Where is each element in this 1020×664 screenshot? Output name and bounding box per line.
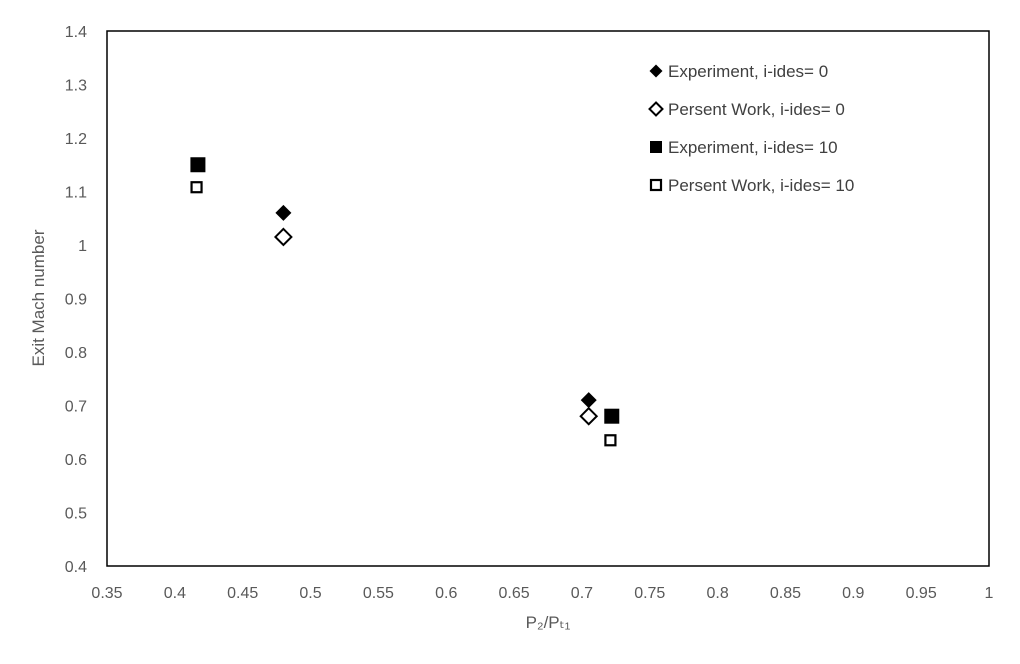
x-tick-label: 0.45: [227, 585, 258, 602]
y-tick-label: 1.4: [65, 24, 87, 41]
legend-marker: [648, 101, 664, 117]
y-tick-label: 0.8: [65, 345, 87, 362]
x-tick-label: 0.4: [164, 585, 186, 602]
data-point: [190, 181, 203, 194]
plot-area-frame: [106, 30, 990, 567]
y-axis-label: Exit Mach number: [29, 229, 48, 366]
y-tick-label: 1.3: [65, 78, 87, 95]
y-tick-label: 1.1: [65, 185, 87, 202]
x-tick-label: 0.8: [706, 585, 728, 602]
y-tick-label: 0.6: [65, 452, 87, 469]
x-tick-label: 0.75: [634, 585, 665, 602]
data-point: [580, 392, 597, 409]
legend: Experiment, i-ides= 0 Persent Work, i-ide…: [648, 62, 854, 195]
legend-label: Persent Work, i-ides= 10: [668, 176, 854, 195]
legend-marker: [649, 178, 663, 192]
data-point: [604, 408, 620, 424]
y-tick-label: 1: [78, 238, 87, 255]
y-tick-label: 0.4: [65, 559, 87, 576]
x-tick-label: 0.95: [906, 585, 937, 602]
y-tick-label: 0.7: [65, 399, 87, 416]
x-tick-label: 0.9: [842, 585, 864, 602]
data-point: [190, 157, 206, 173]
x-tick-label: 0.55: [363, 585, 394, 602]
x-tick-label: 0.35: [91, 585, 122, 602]
y-tick-label: 1.2: [65, 131, 87, 148]
x-tick-label: 0.6: [435, 585, 457, 602]
x-tick-label: 0.5: [299, 585, 321, 602]
x-axis-label: P₂/Pₜ₁: [526, 613, 571, 632]
y-axis-ticks: 0.4 0.5 0.6 0.7 0.8 0.9 1 1.1 1.2 1.3 1.4: [65, 24, 87, 576]
data-point: [579, 406, 599, 426]
legend-label: Persent Work, i-ides= 0: [668, 100, 845, 119]
data-points: [190, 157, 620, 447]
legend-marker: [649, 64, 663, 78]
legend-label: Experiment, i-ides= 10: [668, 138, 838, 157]
x-tick-label: 0.85: [770, 585, 801, 602]
data-point: [604, 434, 617, 447]
data-point: [275, 204, 292, 221]
x-tick-label: 0.7: [571, 585, 593, 602]
legend-label: Experiment, i-ides= 0: [668, 62, 828, 81]
y-tick-label: 0.5: [65, 506, 87, 523]
x-tick-label: 0.65: [499, 585, 530, 602]
x-axis-ticks: 0.35 0.4 0.45 0.5 0.55 0.6 0.65 0.7 0.75 0.8 0.85 0…: [91, 585, 993, 602]
y-tick-label: 0.9: [65, 292, 87, 309]
legend-marker: [650, 141, 662, 153]
data-point: [273, 227, 293, 247]
x-tick-label: 1: [985, 585, 994, 602]
